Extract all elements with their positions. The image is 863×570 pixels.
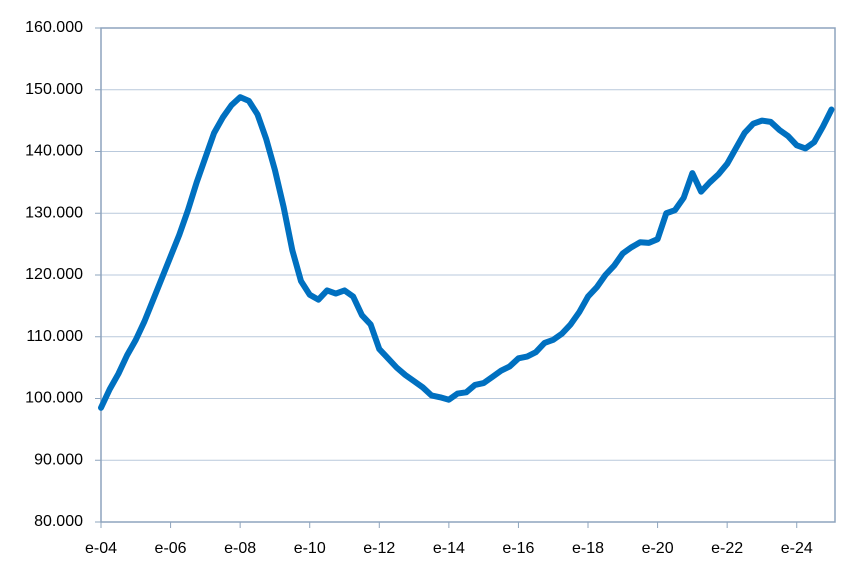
x-tick-label: e-08 <box>224 540 256 557</box>
x-tick-label: e-24 <box>781 540 813 557</box>
x-tick-label: e-12 <box>363 540 395 557</box>
y-tick-label: 90.000 <box>34 451 83 468</box>
y-tick-label: 130.000 <box>25 204 83 221</box>
x-tick-label: e-06 <box>155 540 187 557</box>
x-tick-label: e-18 <box>572 540 604 557</box>
x-tick-label: e-10 <box>294 540 326 557</box>
x-tick-label: e-20 <box>642 540 674 557</box>
x-tick-label: e-22 <box>711 540 743 557</box>
x-tick-label: e-14 <box>433 540 465 557</box>
y-tick-label: 150.000 <box>25 81 83 98</box>
y-tick-label: 140.000 <box>25 143 83 160</box>
y-tick-label: 120.000 <box>25 266 83 283</box>
x-tick-label: e-04 <box>85 540 117 557</box>
data-line <box>98 94 835 411</box>
y-tick-label: 100.000 <box>25 390 83 407</box>
y-tick-label: 110.000 <box>26 328 83 345</box>
y-tick-label: 160.000 <box>25 19 83 36</box>
plot-frame <box>100 27 836 523</box>
x-tick-label: e-16 <box>502 540 534 557</box>
y-tick-label: 80.000 <box>34 513 83 530</box>
